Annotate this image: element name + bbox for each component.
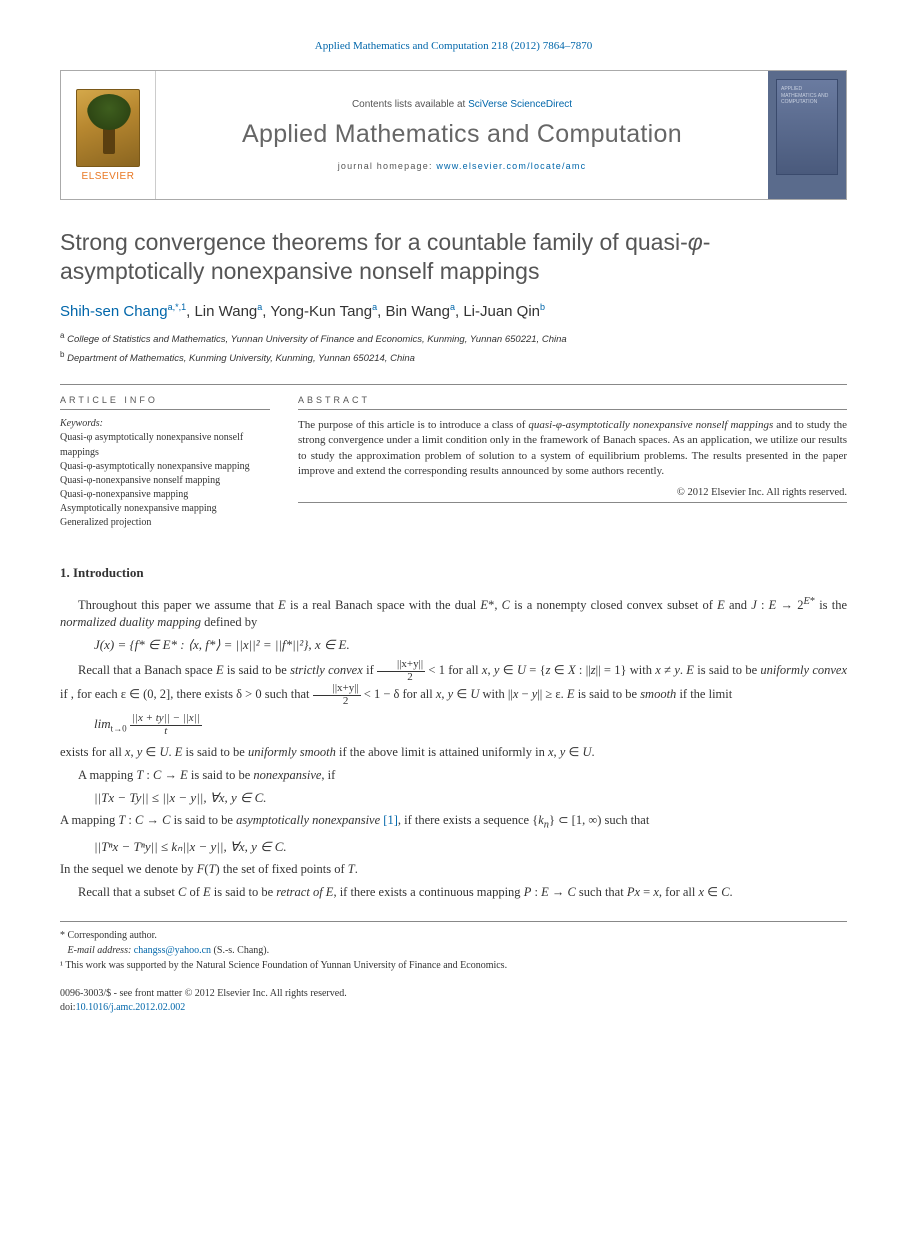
author-marks: a <box>450 302 455 312</box>
keyword: Quasi-φ-nonexpansive nonself mapping <box>60 474 270 488</box>
author: Bin Wang <box>385 303 449 320</box>
citation-header: Applied Mathematics and Computation 218 … <box>60 40 847 52</box>
footnotes: * Corresponding author. E-mail address: … <box>60 921 847 973</box>
author: Lin Wang <box>194 303 257 320</box>
keyword: Quasi-φ-asymptotically nonexpansive mapp… <box>60 460 270 474</box>
homepage-prefix: journal homepage: <box>338 161 437 171</box>
info-abstract-row: ARTICLE INFO Keywords: Quasi-φ asymptoti… <box>60 395 847 530</box>
journal-name: Applied Mathematics and Computation <box>242 120 682 149</box>
author-marks: a,*,1 <box>168 302 187 312</box>
sciencedirect-link[interactable]: SciVerse ScienceDirect <box>468 99 572 110</box>
article-title: Strong convergence theorems for a counta… <box>60 228 847 286</box>
doi-block: 0096-3003/$ - see front matter © 2012 El… <box>60 987 847 1015</box>
paragraph: A mapping T : C → E is said to be nonexp… <box>60 767 847 784</box>
rule <box>298 502 847 503</box>
paragraph: A mapping T : C → C is said to be asympt… <box>60 812 847 833</box>
author-link[interactable]: Shih-sen Chang <box>60 303 168 320</box>
email-line: E-mail address: changss@yahoo.cn (S.-s. … <box>60 943 847 958</box>
author-marks: b <box>540 302 545 312</box>
email-link[interactable]: changss@yahoo.cn <box>134 945 211 956</box>
citation-link[interactable]: [1] <box>383 813 398 827</box>
author: Li-Juan Qin <box>463 303 540 320</box>
keyword: Asymptotically nonexpansive mapping <box>60 502 270 516</box>
email-label: E-mail address: <box>68 945 132 956</box>
cover-label: APPLIED MATHEMATICS AND COMPUTATION <box>776 79 838 175</box>
contents-prefix: Contents lists available at <box>352 99 468 110</box>
homepage-link[interactable]: www.elsevier.com/locate/amc <box>436 161 586 171</box>
funding-note: ¹ This work was supported by the Natural… <box>60 958 847 973</box>
paragraph: exists for all x, y ∈ U. E is said to be… <box>60 744 847 761</box>
author-marks: a <box>372 302 377 312</box>
abstract-label: ABSTRACT <box>298 395 847 405</box>
section-introduction: 1. Introduction Throughout this paper we… <box>60 565 847 902</box>
paragraph: Throughout this paper we assume that E i… <box>60 595 847 632</box>
rule <box>60 409 270 410</box>
paragraph: Recall that a subset C of E is said to b… <box>60 884 847 901</box>
article-info-label: ARTICLE INFO <box>60 395 270 405</box>
journal-cover-thumb[interactable]: APPLIED MATHEMATICS AND COMPUTATION <box>768 71 846 199</box>
contents-available: Contents lists available at SciVerse Sci… <box>352 99 572 110</box>
paragraph: In the sequel we denote by F(T) the set … <box>60 861 847 878</box>
journal-header-box: ELSEVIER Contents lists available at Sci… <box>60 70 847 200</box>
equation: ||Tⁿx − Tⁿy|| ≤ kₙ||x − y||, ∀x, y ∈ C. <box>94 839 847 855</box>
keywords-label: Keywords: <box>60 418 270 429</box>
doi-line: doi:10.1016/j.amc.2012.02.002 <box>60 1001 847 1015</box>
section-heading: 1. Introduction <box>60 565 847 581</box>
email-attribution: (S.-s. Chang). <box>211 945 269 956</box>
keyword: Generalized projection <box>60 516 270 530</box>
copyright: © 2012 Elsevier Inc. All rights reserved… <box>298 487 847 498</box>
abstract-text: The purpose of this article is to introd… <box>298 418 847 479</box>
article-info-column: ARTICLE INFO Keywords: Quasi-φ asymptoti… <box>60 395 270 530</box>
elsevier-tree-icon <box>76 89 140 167</box>
journal-center: Contents lists available at SciVerse Sci… <box>156 71 768 199</box>
keyword: Quasi-φ asymptotically nonexpansive nons… <box>60 431 270 459</box>
doi-prefix: doi: <box>60 1002 76 1013</box>
affiliation-a: a College of Statistics and Mathematics,… <box>60 330 847 347</box>
corresponding-author: * Corresponding author. <box>60 928 847 943</box>
equation: limt→0 ||x + ty|| − ||x||t <box>94 713 847 737</box>
divider <box>60 384 847 385</box>
doi-link[interactable]: 10.1016/j.amc.2012.02.002 <box>76 1002 186 1013</box>
elsevier-logo[interactable]: ELSEVIER <box>61 71 156 199</box>
paragraph: Recall that a Banach space E is said to … <box>60 659 847 707</box>
journal-homepage: journal homepage: www.elsevier.com/locat… <box>338 161 587 171</box>
keyword: Quasi-φ-nonexpansive mapping <box>60 488 270 502</box>
equation: ||Tx − Ty|| ≤ ||x − y||, ∀x, y ∈ C. <box>94 790 847 806</box>
affiliation-b: b Department of Mathematics, Kunming Uni… <box>60 349 847 366</box>
equation: J(x) = {f* ∈ E* : ⟨x, f*⟩ = ||x||² = ||f… <box>94 637 847 653</box>
author: Yong-Kun Tang <box>270 303 372 320</box>
abstract-column: ABSTRACT The purpose of this article is … <box>298 395 847 530</box>
elsevier-label: ELSEVIER <box>82 171 135 182</box>
front-matter: 0096-3003/$ - see front matter © 2012 El… <box>60 987 847 1001</box>
rule <box>298 409 847 410</box>
authors-line: Shih-sen Changa,*,1, Lin Wanga, Yong-Kun… <box>60 302 847 320</box>
author-marks: a <box>257 302 262 312</box>
